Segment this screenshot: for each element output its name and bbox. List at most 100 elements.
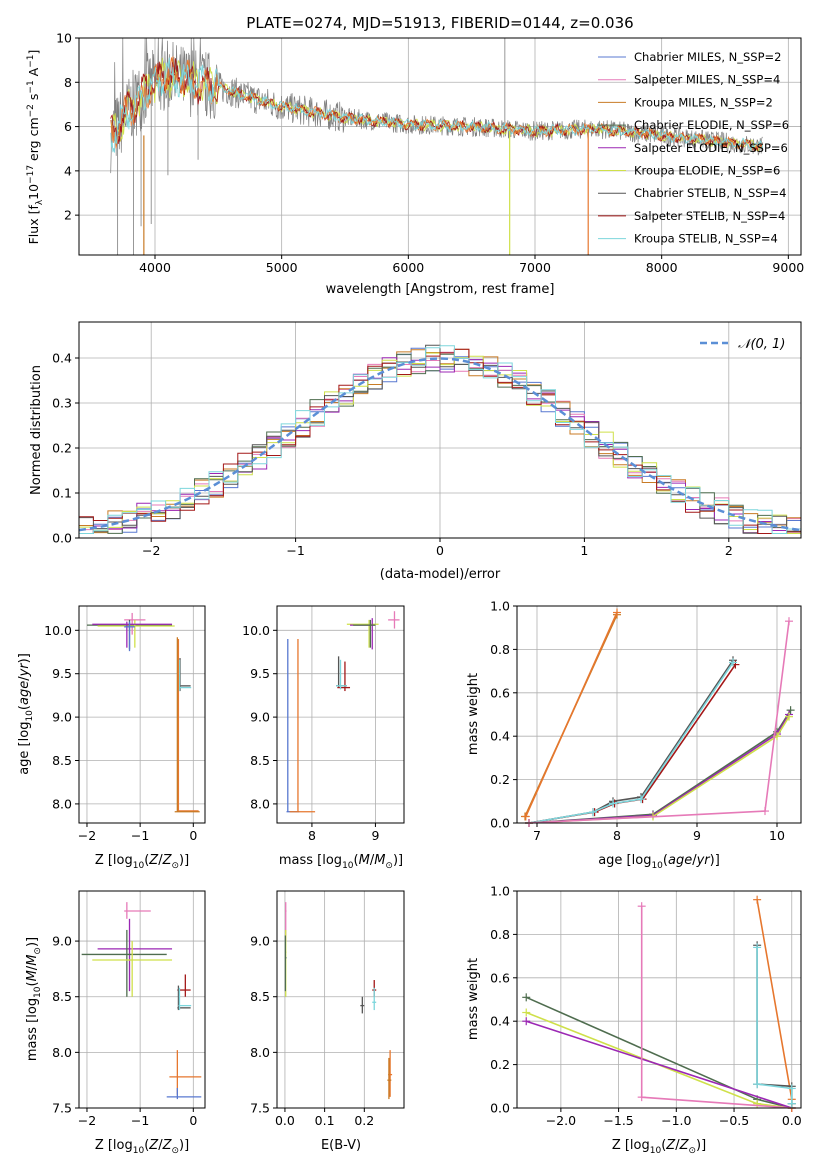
legend-label: Salpeter MILES, N_SSP=4 xyxy=(634,73,780,87)
weight-vs-Z-ytick-label: 0.8 xyxy=(490,927,510,942)
mass-vs-ebv-ytick-label: 8.0 xyxy=(250,1045,270,1060)
spectrum-ytick-label: 8 xyxy=(64,75,72,90)
age-vs-Z-xtick-label: −2 xyxy=(78,828,96,843)
weight-vs-Z-xtick-label: −1.0 xyxy=(661,1113,691,1128)
age-vs-Z-panel: −2 −1 0 8.0 8.5 9.0 9.5 10.0 Z [log10(Z/Z⊙)] ag… xyxy=(17,605,206,871)
weight-vs-Z-ytick-label: 0.4 xyxy=(490,1014,510,1029)
weight-series-line xyxy=(525,996,792,1109)
weight-series-line xyxy=(525,1011,792,1109)
weight-vs-Z-xtick-label: −1.5 xyxy=(603,1113,633,1128)
residuals-ylabel: Normed distribution xyxy=(29,365,44,495)
legend-label: Kroupa MILES, N_SSP=2 xyxy=(634,95,773,109)
gaussian-legend-label: 𝒩(0, 1) xyxy=(738,337,785,352)
residuals-xtick-label: 1 xyxy=(580,543,588,558)
residuals-xtick-label: 2 xyxy=(725,543,733,558)
mass-vs-Z-ytick-label: 8.0 xyxy=(52,1045,72,1060)
spectrum-ytick-label: 10 xyxy=(56,31,72,46)
residuals-ytick-label: 0.3 xyxy=(52,396,72,411)
weight-series-line xyxy=(640,906,792,1109)
mass-vs-Z-panel: −2 −1 0 7.5 8.0 8.5 9.0 Z [log10(Z/Z⊙)] mass [… xyxy=(25,890,206,1156)
weight-series-line xyxy=(528,664,737,824)
mass-vs-ebv-panel: 0.0 0.1 0.2 7.5 8.0 8.5 9.0 E(B-V) xyxy=(250,890,405,1153)
weight-vs-Z-ytick-label: 0.6 xyxy=(490,970,510,985)
age-vs-mass-xlabel: mass [log10(M/M⊙)] xyxy=(279,853,403,871)
mass-vs-ebv-xtick-label: 0.2 xyxy=(354,1113,374,1128)
weight-vs-age-ytick-label: 0.6 xyxy=(490,685,510,700)
weight-vs-Z-panel: −2.0 −1.5 −1.0 −0.5 0.0 0.0 0.2 0.4 0.6 0.8 1.0 Z … xyxy=(466,884,802,1157)
weight-vs-age-ylabel: mass weight xyxy=(466,673,481,755)
weight-vs-Z-ytick-label: 1.0 xyxy=(490,884,510,899)
residuals-xlabel: (data-model)/error xyxy=(380,567,501,582)
residuals-ytick-label: 0.4 xyxy=(52,351,72,366)
weight-vs-Z-xlabel: Z [log10(Z/Z⊙)] xyxy=(612,1138,706,1156)
residuals-panel: −2 −1 0 1 2 0.0 0.1 0.2 0.3 0.4 (data-model)/erro… xyxy=(29,321,802,582)
residuals-xtick-label: −1 xyxy=(286,543,304,558)
age-vs-Z-ylabel: age [log10(age/yr)] xyxy=(17,653,35,775)
weight-series-line xyxy=(525,1020,793,1109)
legend-label: Salpeter ELODIE, N_SSP=6 xyxy=(634,141,788,155)
residuals-ytick-label: 0.1 xyxy=(52,486,72,501)
spectrum-xtick-label: 7000 xyxy=(519,260,551,275)
weight-vs-age-ytick-label: 0.8 xyxy=(490,642,510,657)
weight-vs-Z-ylabel: mass weight xyxy=(466,958,481,1040)
age-vs-Z-xtick-label: 0 xyxy=(189,828,197,843)
weight-vs-Z-xtick-label: 0.0 xyxy=(782,1113,802,1128)
mass-vs-Z-ylabel: mass [log10(M/M⊙)] xyxy=(25,937,43,1061)
age-vs-Z-ytick-label: 9.0 xyxy=(52,710,72,725)
weight-series-line xyxy=(756,899,793,1108)
age-vs-Z-ytick-label: 8.5 xyxy=(52,753,72,768)
observed-spectrum-line xyxy=(110,37,763,174)
gaussian-curve xyxy=(78,357,802,532)
weight-vs-age-xlabel: age [log10(age/yr)] xyxy=(598,853,720,871)
mass-vs-Z-ytick-label: 9.0 xyxy=(52,934,72,949)
weight-vs-Z-xtick-label: −2.0 xyxy=(546,1113,576,1128)
model-spectrum-line xyxy=(110,57,764,153)
mass-vs-Z-ytick-label: 7.5 xyxy=(52,1101,72,1116)
weight-vs-Z-ytick-label: 0.0 xyxy=(490,1101,510,1116)
legend-label: Chabrier ELODIE, N_SSP=6 xyxy=(634,118,789,132)
weight-vs-age-panel: 7 8 9 10 0.0 0.2 0.4 0.6 0.8 1.0 age [log10(age/y… xyxy=(466,599,802,871)
residual-histogram xyxy=(79,357,801,534)
mass-vs-ebv-ytick-label: 8.5 xyxy=(250,989,270,1004)
mass-vs-Z-xtick-label: −1 xyxy=(131,1113,149,1128)
spectrum-xtick-label: 9000 xyxy=(772,260,804,275)
weight-vs-age-xtick-label: 9 xyxy=(693,828,701,843)
mass-vs-ebv-xlabel: E(B-V) xyxy=(321,1138,361,1153)
age-vs-mass-ytick-label: 8.5 xyxy=(250,753,270,768)
spectrum-panel: PLATE=0274, MJD=51913, FIBERID=0144, z=0… xyxy=(26,14,804,297)
weight-vs-age-xtick-label: 7 xyxy=(533,828,541,843)
residuals-xtick-label: −2 xyxy=(142,543,160,558)
legend-label: Kroupa ELODIE, N_SSP=6 xyxy=(634,164,780,178)
mass-vs-Z-xlabel: Z [log10(Z/Z⊙)] xyxy=(95,1138,189,1156)
weight-series-line xyxy=(525,612,618,817)
weight-vs-Z-ytick-label: 0.2 xyxy=(490,1057,510,1072)
weight-series-line xyxy=(528,709,792,824)
weight-vs-Z-xtick-label: −0.5 xyxy=(719,1113,749,1128)
spectrum-legend: Chabrier MILES, N_SSP=2 Salpeter MILES, N… xyxy=(598,50,789,246)
legend-label: Salpeter STELIB, N_SSP=4 xyxy=(634,209,785,223)
mass-vs-ebv-ytick-label: 9.0 xyxy=(250,934,270,949)
residuals-xtick-label: 0 xyxy=(436,543,444,558)
spectrum-title: PLATE=0274, MJD=51913, FIBERID=0144, z=0… xyxy=(246,14,633,32)
mass-vs-Z-ytick-label: 8.5 xyxy=(52,989,72,1004)
weight-vs-age-xtick-label: 10 xyxy=(769,828,785,843)
spectrum-ytick-label: 6 xyxy=(64,119,72,134)
age-vs-mass-ytick-label: 9.5 xyxy=(250,666,270,681)
age-vs-mass-ytick-label: 9.0 xyxy=(250,710,270,725)
weight-series-line xyxy=(756,945,793,1104)
legend-label: Kroupa STELIB, N_SSP=4 xyxy=(634,232,778,246)
legend-label: Chabrier STELIB, N_SSP=4 xyxy=(634,186,786,200)
mass-vs-Z-xtick-label: 0 xyxy=(189,1113,197,1128)
age-vs-Z-ytick-label: 10.0 xyxy=(44,623,72,638)
age-vs-Z-ytick-label: 8.0 xyxy=(52,796,72,811)
age-vs-mass-ytick-label: 10.0 xyxy=(242,623,270,638)
mass-vs-ebv-xtick-label: 0.0 xyxy=(275,1113,295,1128)
legend-label: Chabrier MILES, N_SSP=2 xyxy=(634,50,781,64)
spectrum-xtick-label: 4000 xyxy=(139,260,171,275)
age-vs-mass-panel: 8 9 8.0 8.5 9.0 9.5 10.0 mass [log10(M/M⊙)] xyxy=(242,605,405,871)
weight-vs-age-ytick-label: 0.0 xyxy=(490,816,510,831)
age-vs-mass-ytick-label: 8.0 xyxy=(250,796,270,811)
residual-histogram xyxy=(79,345,801,534)
mass-vs-Z-xtick-label: −2 xyxy=(78,1113,96,1128)
age-vs-Z-ytick-label: 9.5 xyxy=(52,666,72,681)
